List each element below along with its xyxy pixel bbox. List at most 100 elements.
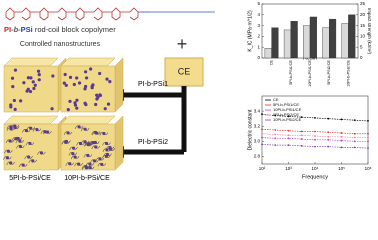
particle	[10, 76, 15, 80]
x-tick-label: 10⁶	[365, 166, 372, 171]
particle	[5, 156, 10, 160]
cube-side	[114, 115, 124, 171]
particle	[68, 75, 73, 80]
particle	[66, 108, 70, 112]
b: -b-	[11, 25, 21, 34]
particle	[12, 98, 16, 103]
cube-top	[60, 115, 116, 125]
particle	[106, 102, 111, 106]
bar	[303, 25, 311, 59]
point	[340, 146, 343, 149]
particle	[9, 127, 13, 131]
particle	[84, 103, 88, 107]
particle	[104, 141, 109, 146]
page: {"diagram":{"pi":"PI","b":"-b-","psi":"P…	[3, 1, 372, 182]
ring	[14, 7, 31, 21]
y2-tick-label: 0	[360, 55, 363, 60]
particle	[102, 131, 106, 136]
cubes	[3, 57, 124, 171]
particle	[29, 126, 33, 130]
particle	[86, 153, 90, 158]
bar	[309, 16, 317, 59]
particle	[88, 162, 92, 166]
point	[300, 130, 303, 133]
particle	[14, 137, 18, 141]
bar	[271, 27, 279, 59]
particle	[91, 141, 95, 145]
particle	[36, 69, 41, 73]
y-tick-label: 1	[257, 44, 260, 49]
particle	[64, 83, 68, 87]
x-tick-label: 10⁴	[312, 166, 319, 171]
ring	[30, 7, 49, 21]
plus: +	[177, 34, 188, 54]
particle	[22, 81, 26, 85]
point	[274, 137, 277, 140]
particle	[96, 95, 100, 99]
particle	[31, 159, 35, 163]
bar	[264, 48, 272, 59]
arrow1: PI-b-PSi1	[138, 81, 168, 88]
particle	[9, 105, 13, 109]
point	[367, 120, 369, 122]
bar	[329, 18, 337, 59]
particle	[8, 139, 12, 143]
cube-side	[114, 57, 124, 113]
particle	[27, 155, 31, 159]
pi: PI	[4, 25, 11, 34]
bar	[341, 23, 349, 59]
x-tick-label: 10PI-b-PSi2/CE	[346, 60, 350, 87]
cube-top	[60, 57, 116, 67]
point	[353, 146, 356, 149]
particle	[11, 85, 15, 89]
y-label: K_IC (MPa·m^1/2)	[247, 10, 253, 52]
x-tick-label: 5PI-b-PSi1/CE	[289, 60, 293, 85]
point	[353, 119, 356, 122]
legend-label: 5PI-b-PSi1/CE	[273, 102, 299, 107]
copolymer-label: PI-b-PSi rod-coil block copolymer	[4, 25, 116, 34]
particle	[75, 106, 79, 110]
particle	[94, 145, 98, 149]
y2-tick-label: 5	[360, 44, 363, 49]
particle	[71, 152, 75, 156]
particle	[104, 154, 108, 158]
particle	[28, 141, 32, 146]
particle	[51, 74, 55, 78]
particle	[73, 101, 77, 105]
x-tick-label: 10²	[259, 166, 266, 171]
point	[261, 143, 263, 146]
point	[314, 135, 316, 137]
point	[287, 134, 290, 137]
x-tick-label: CE	[270, 60, 274, 66]
y2-tick-label: 10	[360, 34, 366, 39]
ce: CE	[178, 66, 191, 76]
particle	[21, 163, 25, 167]
point	[314, 117, 316, 119]
particle	[98, 157, 102, 161]
point	[261, 113, 263, 116]
point	[353, 140, 356, 143]
particle	[18, 144, 23, 149]
y2-tick-label: 20	[360, 12, 366, 17]
bar	[290, 21, 298, 59]
point	[353, 136, 356, 139]
point	[314, 138, 316, 141]
particle	[50, 107, 54, 111]
point	[287, 144, 290, 147]
particle	[78, 141, 83, 146]
y-tick-label: 3.2	[254, 123, 261, 128]
arrow2: PI-b-PSi2	[138, 139, 168, 146]
point	[327, 138, 330, 141]
y-tick-label: 3	[257, 23, 260, 28]
structure	[5, 7, 215, 21]
particle	[73, 155, 77, 159]
particle	[90, 86, 94, 90]
particle	[32, 86, 36, 91]
point	[274, 129, 277, 131]
particle	[13, 68, 18, 72]
y-tick-label: 2	[257, 34, 260, 39]
point	[353, 132, 356, 135]
y-tick-label: 4	[257, 12, 260, 17]
point	[300, 144, 303, 147]
point	[340, 135, 343, 138]
